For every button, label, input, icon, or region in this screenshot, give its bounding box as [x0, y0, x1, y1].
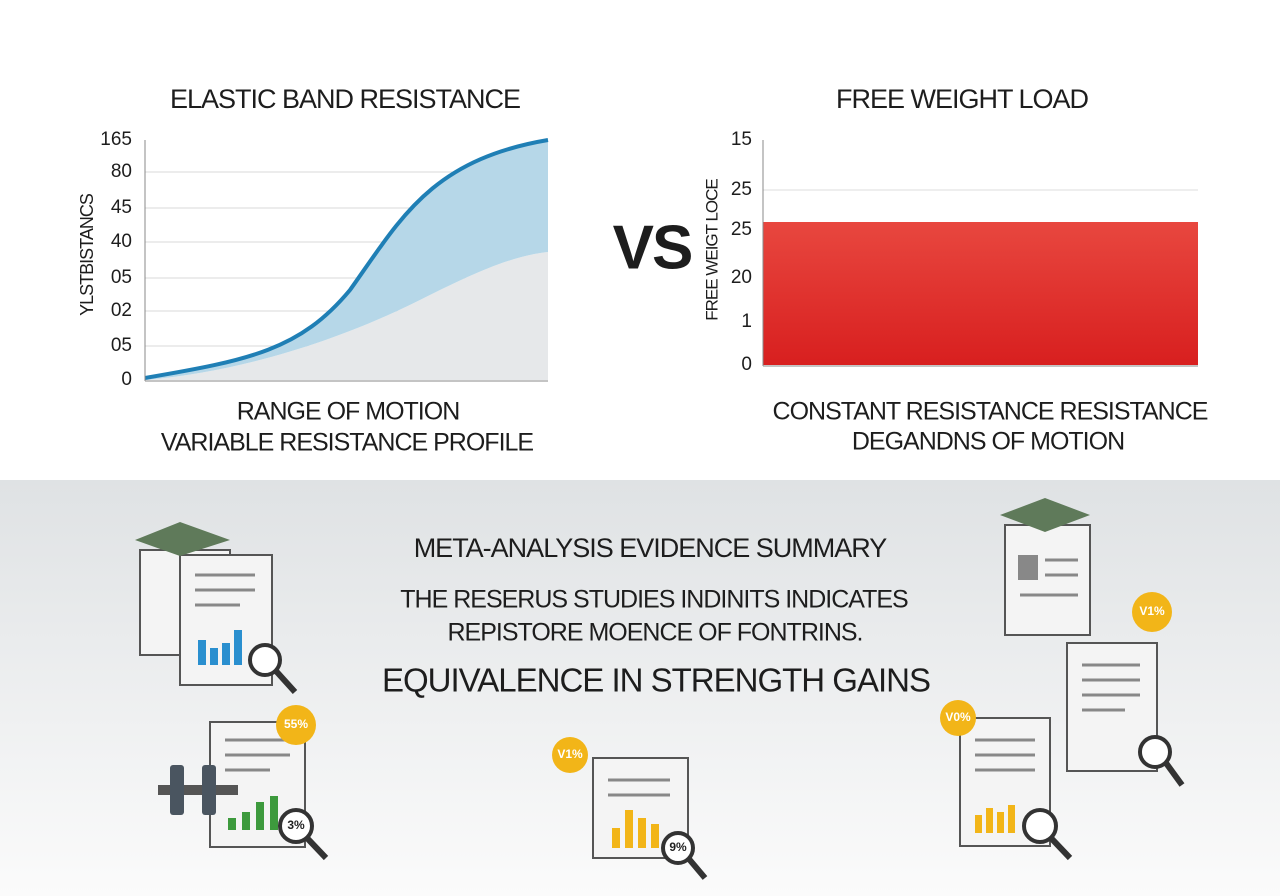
left-title: ELASTIC BAND RESISTANCE [170, 84, 520, 114]
right-caption: DEGANDNS OF MOTION [852, 428, 1124, 456]
icon-group [135, 498, 1185, 880]
y-tick-label: 165 [100, 129, 132, 150]
vs-label: VS [613, 213, 692, 282]
summary-heading: META-ANALYSIS EVIDENCE SUMMARY [414, 533, 888, 563]
y-tick-label: 05 [111, 267, 132, 288]
badge-label: 3% [287, 818, 305, 832]
y-tick-label: 1 [741, 311, 752, 332]
y-tick-label: 0 [741, 354, 752, 375]
constant-load-bar [763, 222, 1198, 365]
band-area [145, 140, 548, 380]
y-tick-label: 80 [111, 161, 132, 182]
y-tick-label: 15 [731, 129, 752, 150]
y-tick-label: 05 [111, 335, 132, 356]
badge-label: V0% [945, 710, 971, 724]
y-tick-label: 20 [731, 267, 752, 288]
left-caption: VARIABLE RESISTANCE PROFILE [161, 429, 534, 457]
right-caption: CONSTANT RESISTANCE RESISTANCE [773, 398, 1208, 426]
badge-label: V1% [557, 747, 583, 761]
summary-body: REPISTORE MOENCE OF FONTRINS. [447, 619, 862, 647]
y-tick-label: 02 [111, 300, 132, 321]
y-tick-label: 45 [111, 197, 132, 218]
band-curve [144, 138, 549, 380]
y-tick-label: 25 [731, 179, 752, 200]
left-y-label: YLSTBISTANCS [77, 193, 97, 316]
right-title: FREE WEIGHT LOAD [836, 84, 1089, 114]
lower-area [145, 252, 548, 380]
badge-label: 9% [669, 840, 687, 854]
y-tick-label: 25 [731, 219, 752, 240]
y-tick-label: 40 [111, 231, 132, 252]
badge-label: 55% [284, 717, 308, 731]
summary-body: THE RESERUS STUDIES INDINITS INDICATES [400, 586, 908, 614]
summary-conclusion: EQUIVALENCE IN STRENGTH GAINS [382, 662, 930, 699]
y-tick-label: 0 [121, 369, 132, 390]
badge-label: V1% [1139, 604, 1165, 618]
left-caption: RANGE OF MOTION [237, 398, 460, 426]
right-y-label: FREE WEIGT LOCE [702, 179, 721, 321]
